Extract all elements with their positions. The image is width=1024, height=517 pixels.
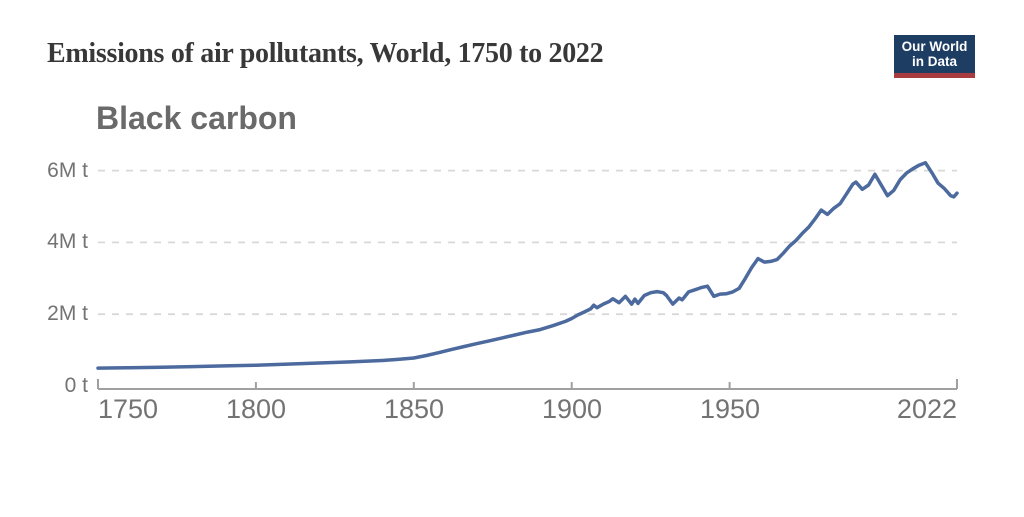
x-axis-label-1850: 1850 [383, 394, 445, 424]
chart-title: Emissions of air pollutants, World, 1750… [47, 38, 604, 69]
x-axis-label-1950: 1950 [699, 394, 761, 424]
x-axis-label-1800: 1800 [225, 394, 287, 424]
chart-series-heading: Black carbon [96, 100, 297, 136]
owid-logo-text-line1: Our World [901, 39, 968, 54]
x-axis-label-2022: 2022 [896, 394, 957, 424]
x-axis-label-1900: 1900 [541, 394, 603, 424]
owid-logo-stripe [894, 73, 975, 78]
x-axis-label-1750: 1750 [98, 394, 159, 424]
owid-logo[interactable]: Our World in Data [894, 35, 975, 73]
y-axis-label-4m: 4M t [47, 230, 88, 253]
y-axis-label-2m: 2M t [47, 302, 88, 325]
y-axis-label-6m: 6M t [47, 159, 88, 182]
y-axis-label-0: 0 t [64, 374, 88, 397]
owid-logo-text-line2: in Data [911, 54, 957, 69]
emissions-line[interactable] [96, 160, 959, 370]
